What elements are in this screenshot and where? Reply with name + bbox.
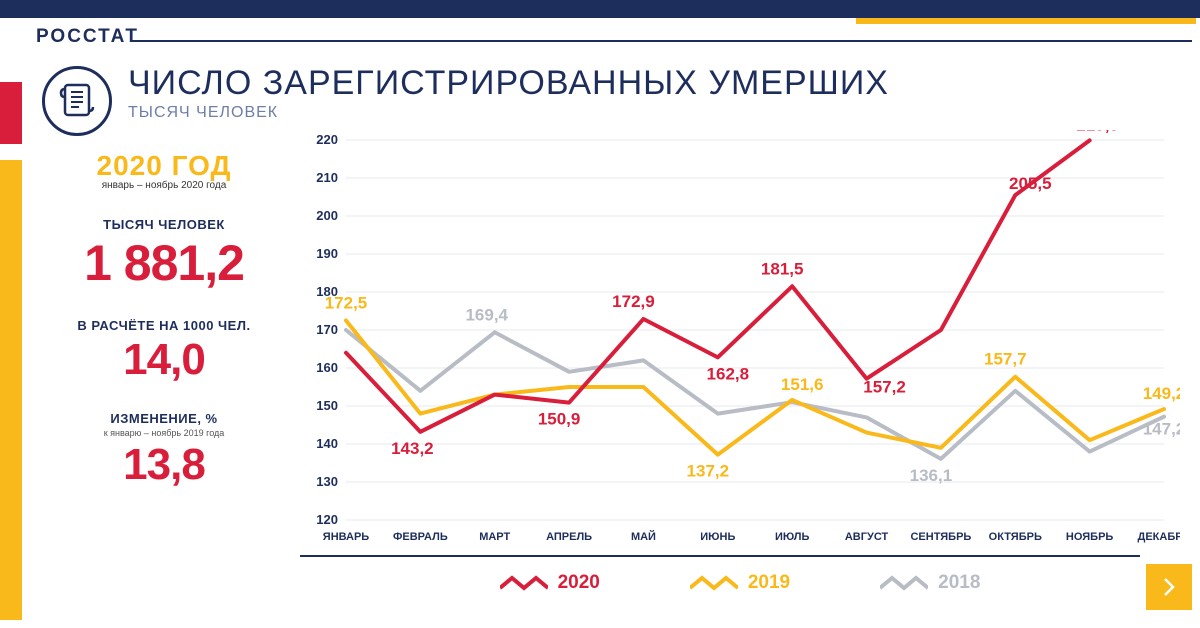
stat3-sub: к январю – ноябрь 2019 года <box>44 428 284 438</box>
chart-bottom-rule <box>300 555 1140 557</box>
svg-text:ОКТЯБРЬ: ОКТЯБРЬ <box>989 531 1042 543</box>
svg-text:172,9: 172,9 <box>612 292 655 311</box>
stat1-label: ТЫСЯЧ ЧЕЛОВЕК <box>44 217 284 232</box>
stat3-label: ИЗМЕНЕНИЕ, % <box>44 411 284 426</box>
stat1-value: 1 881,2 <box>44 234 284 292</box>
legend-2020: 2020 <box>500 572 600 594</box>
svg-text:205,5: 205,5 <box>1009 174 1052 193</box>
svg-text:НОЯБРЬ: НОЯБРЬ <box>1066 531 1114 543</box>
svg-text:120: 120 <box>316 512 338 527</box>
svg-text:210: 210 <box>316 170 338 185</box>
topbar-gold-accent <box>856 18 1196 24</box>
svg-text:157,2: 157,2 <box>863 378 906 397</box>
stat-year-sub: январь – ноябрь 2020 года <box>44 180 284 191</box>
stat2-label: В РАСЧЁТЕ НА 1000 ЧЕЛ. <box>44 318 284 333</box>
brand-logo-text: РОССТАТ <box>36 26 139 48</box>
svg-text:ДЕКАБРЬ: ДЕКАБРЬ <box>1138 531 1180 543</box>
svg-text:СЕНТЯБРЬ: СЕНТЯБРЬ <box>910 531 971 543</box>
svg-text:190: 190 <box>316 246 338 261</box>
svg-text:219,9: 219,9 <box>1076 130 1119 134</box>
accent-gold-bar <box>0 160 22 620</box>
svg-text:ИЮЛЬ: ИЮЛЬ <box>775 531 810 543</box>
svg-text:АВГУСТ: АВГУСТ <box>845 531 889 543</box>
svg-text:149,2: 149,2 <box>1143 384 1180 403</box>
legend-2020-label: 2020 <box>558 572 600 594</box>
topbar-navy <box>0 0 1200 18</box>
svg-text:136,1: 136,1 <box>910 466 953 485</box>
page-title: ЧИСЛО ЗАРЕГИСТРИРОВАННЫХ УМЕРШИХ <box>128 64 889 103</box>
next-button[interactable] <box>1146 564 1192 610</box>
svg-text:ФЕВРАЛЬ: ФЕВРАЛЬ <box>393 531 448 543</box>
chevron-right-icon <box>1159 577 1179 597</box>
svg-text:137,2: 137,2 <box>687 462 730 481</box>
svg-text:170: 170 <box>316 322 338 337</box>
svg-text:151,6: 151,6 <box>781 375 824 394</box>
svg-text:220: 220 <box>316 132 338 147</box>
svg-text:143,2: 143,2 <box>391 439 434 458</box>
legend-2019-label: 2019 <box>748 572 790 594</box>
svg-text:130: 130 <box>316 474 338 489</box>
stat-year: 2020 ГОД <box>44 150 284 182</box>
stats-panel: 2020 ГОД январь – ноябрь 2020 года ТЫСЯЧ… <box>44 150 284 490</box>
line-chart: 120130140150160170180190200210220ЯНВАРЬФ… <box>300 130 1180 550</box>
stat2-value: 14,0 <box>44 335 284 385</box>
accent-red-bar <box>0 82 22 144</box>
svg-text:181,5: 181,5 <box>761 259 804 278</box>
svg-text:МАРТ: МАРТ <box>479 531 510 543</box>
svg-text:169,4: 169,4 <box>465 305 508 324</box>
svg-text:140: 140 <box>316 436 338 451</box>
svg-text:162,8: 162,8 <box>707 364 750 383</box>
svg-text:147,2: 147,2 <box>1143 420 1180 439</box>
scroll-icon <box>42 66 112 136</box>
svg-text:ЯНВАРЬ: ЯНВАРЬ <box>323 531 370 543</box>
svg-text:160: 160 <box>316 360 338 375</box>
svg-text:АПРЕЛЬ: АПРЕЛЬ <box>546 531 592 543</box>
legend-2018-label: 2018 <box>938 572 980 594</box>
chart-legend: 2020 2019 2018 <box>300 572 1180 594</box>
page-subtitle: ТЫСЯЧ ЧЕЛОВЕК <box>128 104 278 122</box>
brand-rule <box>130 40 1192 42</box>
legend-2018: 2018 <box>880 572 980 594</box>
legend-2019: 2019 <box>690 572 790 594</box>
svg-text:200: 200 <box>316 208 338 223</box>
svg-text:150,9: 150,9 <box>538 410 581 429</box>
svg-text:157,7: 157,7 <box>984 350 1027 369</box>
svg-text:МАЙ: МАЙ <box>631 530 656 543</box>
svg-text:ИЮНЬ: ИЮНЬ <box>700 531 735 543</box>
stat3-value: 13,8 <box>44 440 284 490</box>
svg-text:172,5: 172,5 <box>325 294 368 313</box>
svg-text:150: 150 <box>316 398 338 413</box>
